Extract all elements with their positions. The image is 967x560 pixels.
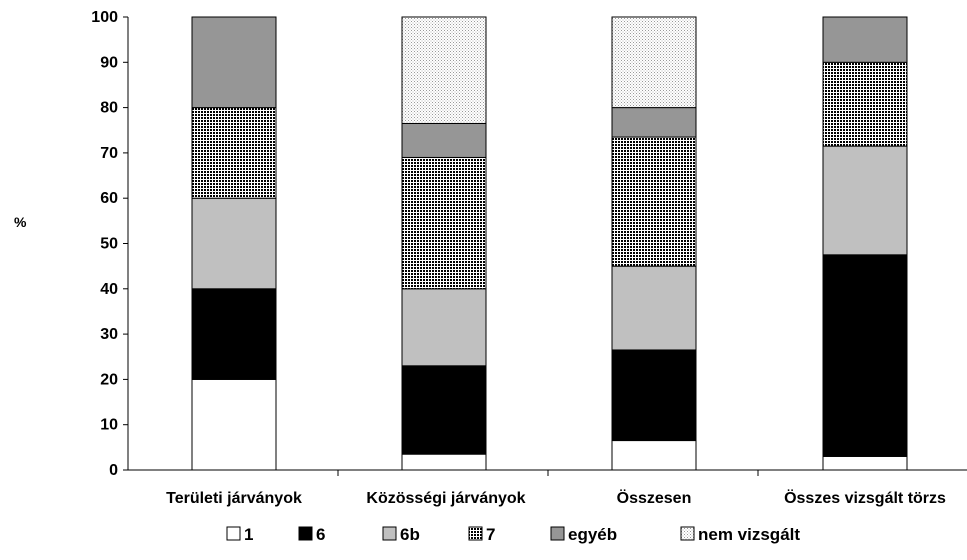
y-tick-label: 0 [109,462,118,479]
legend-swatch-egyeb [550,526,565,541]
x-tick-label: Területi járványok [166,490,302,507]
legend: 1 6 6b 7 egyéb nem vizsgált [226,525,800,544]
bar-segment-6-osszes-vizsgalt-torzs [822,254,908,457]
legend-swatch-6b [382,526,397,541]
bar-segment-7-osszes-vizsgalt-torzs [822,61,908,147]
bar-segment-nem-vizsgalt-osszesen [611,16,697,109]
bar-segment-6b-osszes-vizsgalt-torzs [822,145,908,256]
x-tick-label: Közösségi járványok [366,490,525,507]
x-axis-labels: Területi járványok Közösségi járványok Öss… [166,488,946,507]
y-tick-label: 50 [100,236,118,253]
legend-swatch-nem-vizsgalt [680,526,695,541]
axes: 0 10 20 30 40 50 60 70 80 90 100 [91,9,967,479]
bar-segment-6-kozossegi-jarvanyok [401,365,487,455]
legend-label-7: 7 [486,525,495,544]
legend-swatch-1 [226,526,241,541]
y-tick-label: 40 [100,281,118,298]
x-tick-label: Összesen [617,488,692,507]
bar-segment-1-osszesen [611,440,697,471]
y-tick-label: 70 [100,145,118,162]
y-tick-label: 100 [91,9,118,26]
y-tick-label: 90 [100,54,118,71]
legend-label-6: 6 [316,525,325,544]
bar-segment-6b-kozossegi-jarvanyok [401,288,487,367]
bar-segment-6-osszesen [611,349,697,442]
bar-segment-egyeb-osszesen [611,107,697,138]
bar-segment-nem-vizsgalt-kozossegi-jarvanyok [401,16,487,124]
bar-segment-1-osszes-vizsgalt-torzs [822,455,908,471]
bar-segment-6b-osszesen [611,265,697,351]
bar-segment-7-osszesen [611,136,697,267]
y-tick-label: 30 [100,326,118,343]
y-tick-label: 20 [100,371,118,388]
legend-swatch-7 [468,526,483,541]
legend-label-1: 1 [244,525,253,544]
bar-segment-1-kozossegi-jarvanyok [401,453,487,471]
bar-segment-7-teruleti-jarvanyok [191,107,277,199]
bar-segment-egyeb-osszes-vizsgalt-torzs [822,16,908,63]
bar-segment-1-teruleti-jarvanyok [191,378,277,471]
bars [191,16,908,471]
y-axis-label: % [14,214,27,230]
legend-label-egyeb: egyéb [568,525,617,544]
bar-segment-6-teruleti-jarvanyok [191,288,277,380]
bar-segment-egyeb-teruleti-jarvanyok [191,16,277,109]
bar-segment-7-kozossegi-jarvanyok [401,156,487,290]
y-tick-label: 60 [100,190,118,207]
y-tick-label: 80 [100,100,118,117]
x-tick-label: Összes vizsgált törzs [784,488,946,507]
bar-segment-egyeb-kozossegi-jarvanyok [401,122,487,158]
y-tick-label: 10 [100,417,118,434]
legend-label-6b: 6b [400,525,420,544]
bar-segment-6b-teruleti-jarvanyok [191,197,277,290]
legend-label-nem-vizsgalt: nem vizsgált [698,525,800,544]
legend-swatch-6 [298,526,313,541]
